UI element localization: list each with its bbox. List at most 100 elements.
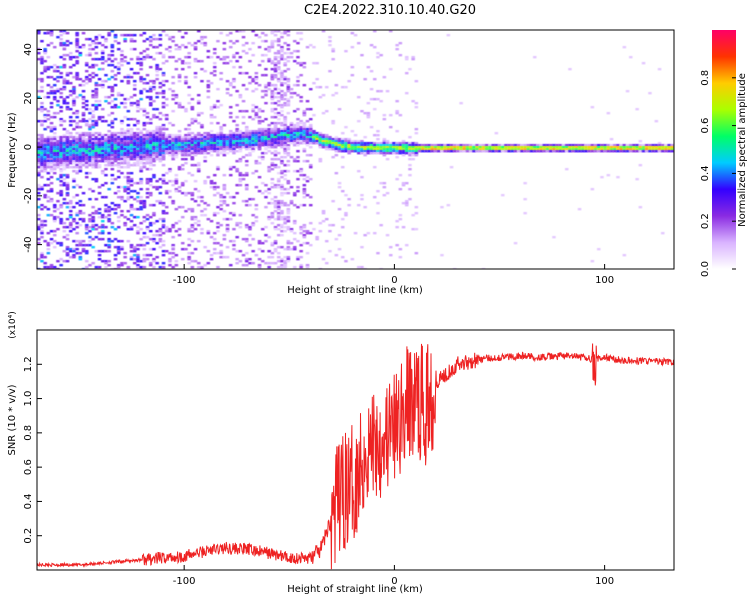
spectrogram-cell bbox=[72, 186, 76, 189]
spectrogram-cell bbox=[443, 148, 447, 151]
spectrogram-cell bbox=[270, 242, 275, 245]
spectrogram-cell bbox=[337, 144, 342, 147]
spectrogram-cell bbox=[277, 132, 281, 135]
spectrogram-cell bbox=[65, 182, 70, 185]
spectrogram-cell bbox=[225, 146, 230, 149]
spectrogram-cell bbox=[149, 264, 153, 267]
spectrogram-cell bbox=[91, 94, 95, 97]
spectrogram-cell bbox=[75, 138, 79, 141]
spectrogram-cell bbox=[302, 138, 307, 141]
spectrogram-cell bbox=[331, 58, 335, 61]
spectrogram-cell bbox=[270, 140, 275, 143]
spectrogram-cell bbox=[309, 130, 313, 133]
spectrogram-cell bbox=[277, 214, 281, 217]
spectrogram-cell bbox=[149, 160, 153, 163]
spectrogram-cell bbox=[411, 158, 415, 161]
spectrogram-cell bbox=[142, 114, 147, 117]
spectrogram-cell bbox=[238, 148, 243, 151]
spectrogram-cell bbox=[161, 74, 166, 77]
spectrogram-cell bbox=[283, 156, 287, 159]
spectrogram-cell bbox=[219, 126, 223, 129]
spectrogram-cell bbox=[373, 78, 377, 81]
spectrogram-cell bbox=[193, 222, 198, 225]
spectrogram-cell bbox=[78, 94, 83, 97]
spectrogram-cell bbox=[251, 42, 255, 45]
spectrogram-cell bbox=[219, 144, 223, 147]
spectrogram-cell bbox=[398, 152, 403, 155]
spectrogram-cell bbox=[219, 252, 223, 255]
spectrogram-cell bbox=[638, 164, 643, 167]
spectrogram-cell bbox=[277, 208, 281, 211]
spectrogram-cell bbox=[59, 242, 63, 245]
spectrogram-cell bbox=[635, 178, 639, 181]
spectrogram-cell bbox=[49, 190, 54, 193]
spectrogram-cell bbox=[267, 48, 271, 51]
spectrogram-cell bbox=[49, 138, 54, 141]
spectrogram-cell bbox=[277, 234, 281, 237]
spectrogram-cell bbox=[72, 256, 76, 259]
spectrogram-cell bbox=[129, 40, 134, 43]
spectrogram-cell bbox=[91, 212, 95, 215]
spectrogram-cell bbox=[293, 138, 297, 141]
spectrogram-cell bbox=[72, 160, 76, 163]
spectrogram-cell bbox=[363, 152, 367, 155]
spectrogram-cell bbox=[181, 182, 185, 185]
spectrogram-cell bbox=[120, 132, 124, 135]
spectrogram-cell bbox=[411, 144, 415, 147]
spectrogram-cell bbox=[161, 106, 166, 109]
spectrogram-cell bbox=[158, 160, 163, 163]
spectrogram-cell bbox=[171, 124, 175, 127]
spectrogram-cell bbox=[104, 226, 108, 229]
spectrogram-cell bbox=[107, 162, 111, 165]
spectrogram-cell bbox=[177, 234, 182, 237]
spectrogram-cell bbox=[78, 52, 83, 55]
spectrogram-cell bbox=[309, 166, 313, 169]
spectrogram-cell bbox=[331, 200, 335, 203]
spectrogram-cell bbox=[257, 190, 262, 193]
spectrogram-cell bbox=[161, 218, 166, 221]
spectrogram-cell bbox=[289, 52, 294, 55]
spectrogram-cell bbox=[69, 52, 73, 55]
spectrogram-cell bbox=[385, 152, 390, 155]
spectrogram-cell bbox=[373, 30, 377, 33]
spectrogram-cell bbox=[117, 106, 121, 109]
spectrogram-cell bbox=[46, 190, 51, 193]
spectrogram-cell bbox=[65, 54, 70, 57]
spectrogram-cell bbox=[414, 146, 419, 149]
spectrogram-cell bbox=[245, 138, 249, 141]
spectrogram-cell bbox=[97, 238, 102, 241]
spectrogram-cell bbox=[145, 150, 150, 153]
spectrogram-cell bbox=[88, 144, 92, 147]
spectrogram-cell bbox=[360, 142, 364, 145]
spectrogram-cell bbox=[264, 92, 268, 95]
spectrogram-cell bbox=[296, 108, 300, 111]
spectrogram-cell bbox=[126, 128, 131, 131]
spectrogram-cell bbox=[203, 152, 207, 155]
spectrogram-cell bbox=[161, 92, 166, 95]
spectrogram-cell bbox=[46, 56, 51, 59]
spectrogram-cell bbox=[229, 40, 233, 43]
spectrogram-cell bbox=[149, 118, 153, 121]
spectrogram-cell bbox=[56, 178, 60, 181]
spectrogram-cell bbox=[417, 144, 422, 147]
spectrogram-cell bbox=[75, 38, 79, 41]
spectrogram-cell bbox=[360, 110, 364, 113]
spectrogram-cell bbox=[136, 104, 140, 107]
spectrogram-cell bbox=[149, 122, 153, 125]
spectrogram-cell bbox=[350, 150, 355, 153]
spectrogram-cell bbox=[97, 42, 102, 45]
spectrogram-cell bbox=[126, 266, 131, 269]
spectrogram-cell bbox=[197, 266, 201, 269]
spectrogram-cell bbox=[344, 194, 348, 197]
spectrogram-cell bbox=[648, 146, 652, 149]
spectrogram-cell bbox=[267, 88, 271, 91]
spectrogram-cell bbox=[168, 122, 172, 125]
chart-title: C2E4.2022.310.10.40.G20 bbox=[304, 3, 476, 18]
spectrogram-cell bbox=[139, 138, 143, 141]
spectrogram-cell bbox=[248, 204, 252, 207]
spectrogram-cell bbox=[593, 146, 598, 149]
spectrogram-cell bbox=[161, 56, 166, 59]
spectrogram-cell bbox=[145, 130, 150, 133]
spectrogram-cell bbox=[104, 182, 108, 185]
spectrogram-cell bbox=[177, 186, 182, 189]
